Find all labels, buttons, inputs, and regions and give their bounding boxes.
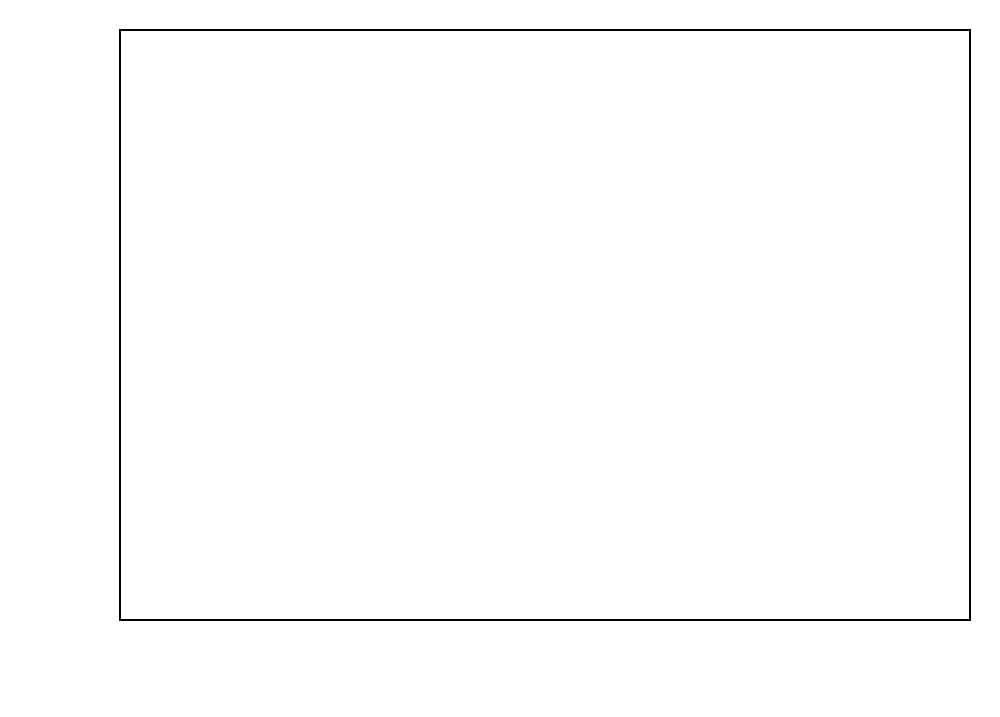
reflectivity-chart	[0, 0, 1000, 717]
